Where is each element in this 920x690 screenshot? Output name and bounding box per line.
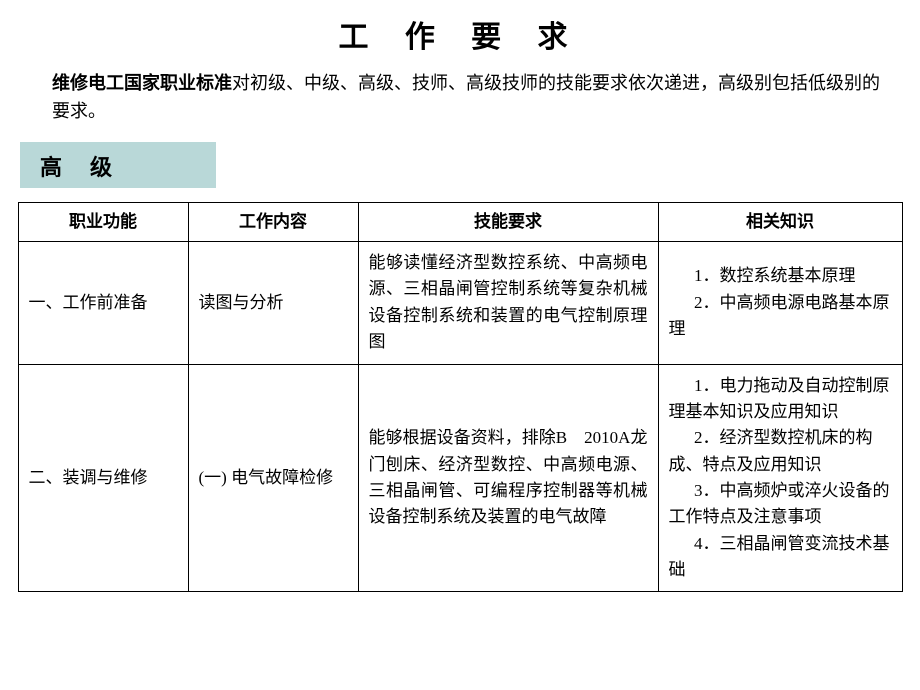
cell-skill: 能够读懂经济型数控系统、中高频电源、三相晶闸管控制系统等复杂机械设备控制系统和装…: [358, 242, 658, 364]
level-badge: 高级: [20, 142, 216, 188]
th-work: 工作内容: [188, 202, 358, 241]
k-item: 2．经济型数控机床的构成、特点及应用知识: [669, 425, 892, 478]
table-row: 二、装调与维修 (一) 电气故障检修 能够根据设备资料，排除B 2010A龙门刨…: [18, 364, 902, 592]
cell-knowledge: 1．电力拖动及自动控制原理基本知识及应用知识 2．经济型数控机床的构成、特点及应…: [658, 364, 902, 592]
th-knowledge: 相关知识: [658, 202, 902, 241]
cell-work: 读图与分析: [188, 242, 358, 364]
cell-func: 二、装调与维修: [18, 364, 188, 592]
cell-func: 一、工作前准备: [18, 242, 188, 364]
cell-skill: 能够根据设备资料，排除B 2010A龙门刨床、经济型数控、中高频电源、三相晶闸管…: [358, 364, 658, 592]
intro-paragraph: 维修电工国家职业标准对初级、中级、高级、技师、高级技师的技能要求依次递进，高级别…: [0, 70, 920, 126]
k-item: 2．中高频电源电路基本原理: [669, 290, 892, 343]
page-title: 工 作 要 求: [0, 0, 920, 70]
cell-knowledge: 1．数控系统基本原理 2．中高频电源电路基本原理: [658, 242, 902, 364]
k-item: 3．中高频炉或淬火设备的工作特点及注意事项: [669, 478, 892, 531]
cell-work: (一) 电气故障检修: [188, 364, 358, 592]
th-func: 职业功能: [18, 202, 188, 241]
table-header-row: 职业功能 工作内容 技能要求 相关知识: [18, 202, 902, 241]
requirements-table: 职业功能 工作内容 技能要求 相关知识 一、工作前准备 读图与分析 能够读懂经济…: [18, 202, 903, 592]
k-item: 1．电力拖动及自动控制原理基本知识及应用知识: [669, 373, 892, 426]
intro-bold: 维修电工国家职业标准: [52, 73, 232, 93]
th-skill: 技能要求: [358, 202, 658, 241]
k-item: 4．三相晶闸管变流技术基础: [669, 531, 892, 584]
table-row: 一、工作前准备 读图与分析 能够读懂经济型数控系统、中高频电源、三相晶闸管控制系…: [18, 242, 902, 364]
k-item: 1．数控系统基本原理: [669, 263, 892, 289]
